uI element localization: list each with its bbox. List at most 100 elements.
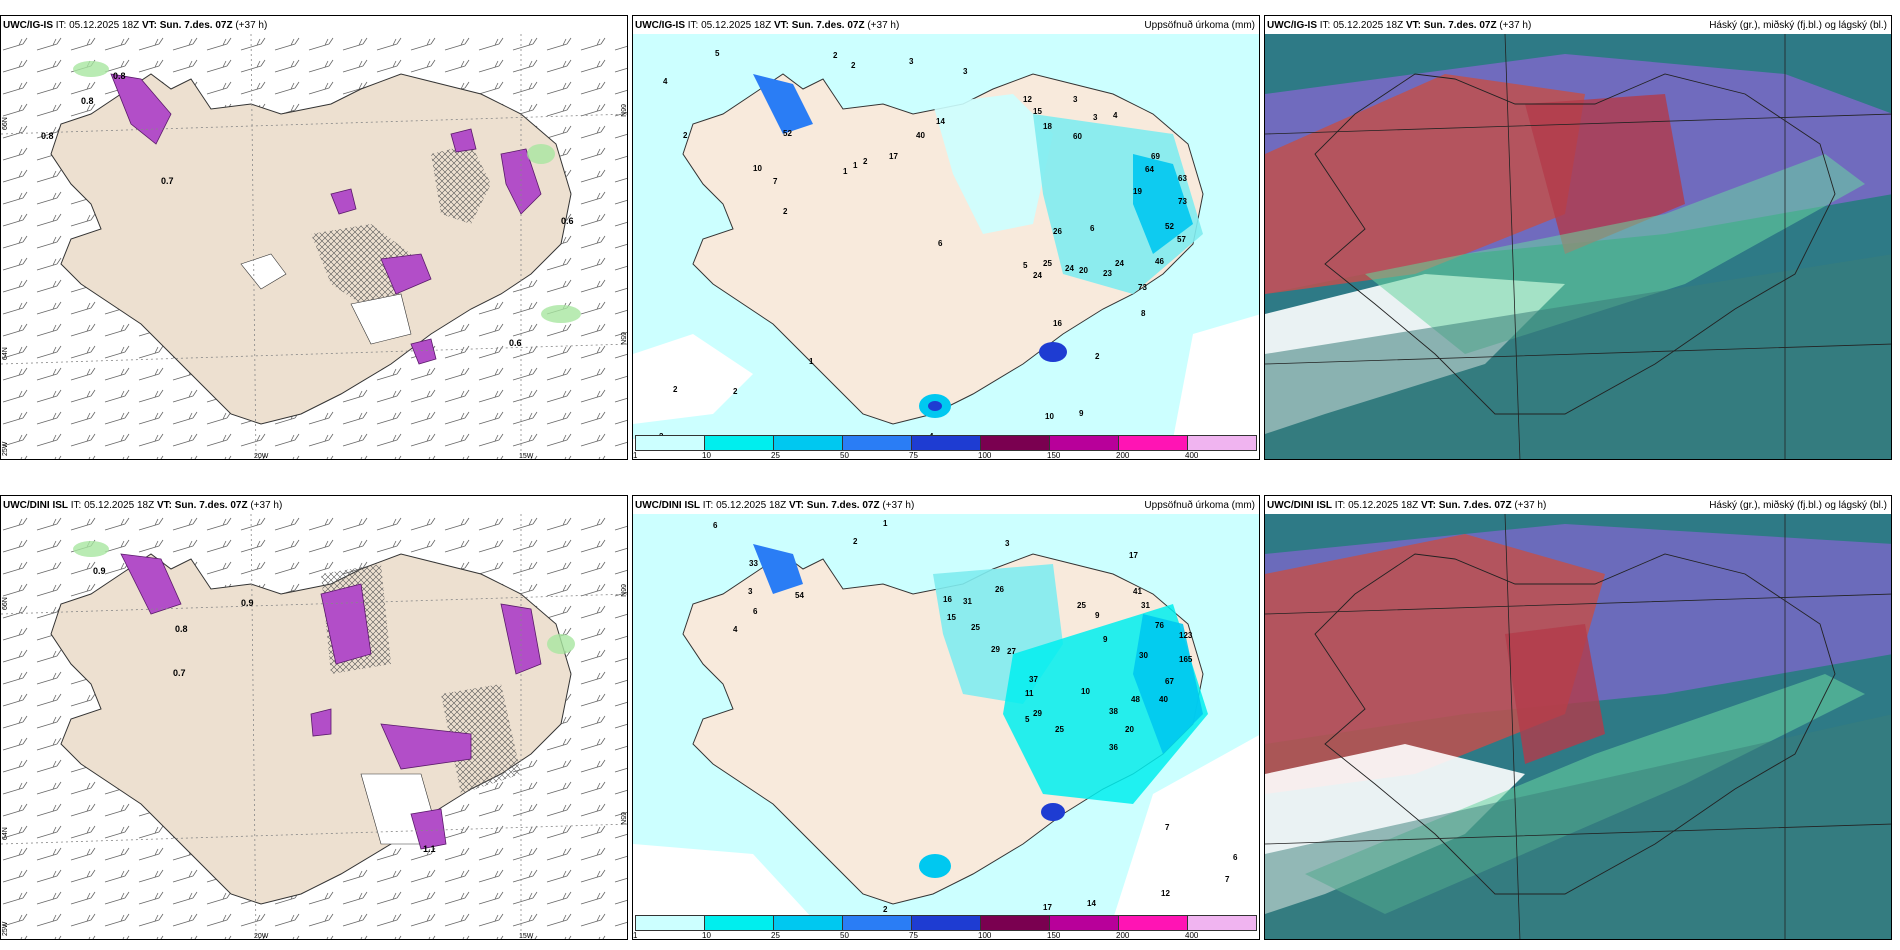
legend-swatch xyxy=(912,436,981,450)
panel-header: UWC/DINI ISL IT: 05.12.2025 18Z VT: Sun.… xyxy=(3,500,283,511)
lat-label: 25W xyxy=(2,921,9,936)
svg-text:40: 40 xyxy=(916,131,925,140)
svg-text:24: 24 xyxy=(1065,264,1074,273)
svg-text:9: 9 xyxy=(1095,611,1100,620)
snow-blob xyxy=(120,553,182,615)
high-cloud xyxy=(1265,74,1585,294)
svg-text:9: 9 xyxy=(1079,409,1084,418)
legend-swatch xyxy=(705,436,774,450)
legend-swatch xyxy=(843,436,912,450)
svg-text:46: 46 xyxy=(1155,257,1164,266)
svg-text:40: 40 xyxy=(1159,695,1168,704)
svg-text:41: 41 xyxy=(1133,587,1142,596)
legend-swatch xyxy=(981,436,1050,450)
legend-swatch xyxy=(981,916,1050,930)
svg-text:27: 27 xyxy=(1007,647,1016,656)
svg-text:52: 52 xyxy=(783,129,792,138)
snow-label: 0.9 xyxy=(93,566,106,576)
svg-text:29: 29 xyxy=(991,645,1000,654)
svg-text:14: 14 xyxy=(1087,899,1096,908)
panel-header: UWC/DINI ISL IT: 05.12.2025 18Z VT: Sun.… xyxy=(1267,500,1547,511)
svg-text:11: 11 xyxy=(1025,689,1034,698)
legend-swatch xyxy=(636,436,705,450)
svg-text:3: 3 xyxy=(1093,113,1098,122)
snow-blob xyxy=(380,253,432,295)
green-blob xyxy=(541,305,581,323)
svg-text:24: 24 xyxy=(1033,271,1042,280)
svg-text:7: 7 xyxy=(773,177,778,186)
snow-blob xyxy=(310,708,332,737)
svg-text:2: 2 xyxy=(851,61,856,70)
svg-text:7: 7 xyxy=(1225,875,1230,884)
svg-text:60: 60 xyxy=(1073,132,1082,141)
precip-map: 5 2 2 3 4 2 3 12 3 3 4 52 10 7 2 1 2 17 … xyxy=(633,34,1259,439)
panel-snow-wind-bottom: UWC/DINI ISL IT: 05.12.2025 18Z VT: Sun.… xyxy=(0,495,628,940)
svg-text:64: 64 xyxy=(1145,165,1154,174)
panel-title: Háský (gr.), miðský (fj.bl.) og lágský (… xyxy=(1709,20,1887,31)
svg-text:123: 123 xyxy=(1179,631,1193,640)
svg-text:5: 5 xyxy=(715,49,720,58)
lon-label: 15W xyxy=(519,453,534,460)
legend-swatch xyxy=(774,916,843,930)
legend-swatch xyxy=(1119,916,1188,930)
legend-swatch xyxy=(843,916,912,930)
legend-swatch xyxy=(912,916,981,930)
snow-blob xyxy=(110,73,172,145)
svg-text:17: 17 xyxy=(1129,551,1138,560)
precip-core xyxy=(1041,803,1065,821)
grid-lines xyxy=(1265,514,1891,939)
snow-label: 0.9 xyxy=(241,598,254,608)
svg-text:2: 2 xyxy=(883,905,888,914)
svg-text:2: 2 xyxy=(863,157,868,166)
precip-area xyxy=(919,854,951,878)
precip-legend xyxy=(635,915,1257,931)
precip-area xyxy=(1133,614,1203,754)
dry-area xyxy=(633,334,753,424)
high-cloud xyxy=(1525,94,1685,254)
svg-text:1: 1 xyxy=(843,167,848,176)
precip-core xyxy=(928,401,942,411)
svg-text:6: 6 xyxy=(713,521,718,530)
lat-label: 64N xyxy=(2,827,9,840)
legend-swatch xyxy=(1188,916,1256,930)
panel-header: UWC/IG-IS IT: 05.12.2025 18Z VT: Sun. 7.… xyxy=(635,20,900,31)
svg-text:73: 73 xyxy=(1138,283,1147,292)
svg-text:2: 2 xyxy=(783,207,788,216)
svg-text:16: 16 xyxy=(1053,319,1062,328)
svg-text:23: 23 xyxy=(1103,269,1112,278)
svg-text:3: 3 xyxy=(1073,95,1078,104)
svg-text:30: 30 xyxy=(1139,651,1148,660)
dry-area xyxy=(1113,735,1259,919)
svg-text:48: 48 xyxy=(1131,695,1140,704)
svg-text:10: 10 xyxy=(1045,412,1054,421)
svg-text:37: 37 xyxy=(1029,675,1038,684)
lat-label: 66N xyxy=(619,584,626,597)
svg-text:25: 25 xyxy=(1055,725,1064,734)
svg-text:1: 1 xyxy=(883,519,888,528)
hatched-area xyxy=(441,684,521,794)
snow-label: 0.8 xyxy=(113,71,126,81)
svg-text:26: 26 xyxy=(995,585,1004,594)
svg-text:57: 57 xyxy=(1177,235,1186,244)
low-cloud xyxy=(1265,254,1891,459)
model-name: UWC/DINI ISL xyxy=(3,500,68,511)
panel-clouds-top: UWC/IG-IS IT: 05.12.2025 18Z VT: Sun. 7.… xyxy=(1264,15,1892,460)
snow-blob xyxy=(330,188,357,215)
svg-text:1: 1 xyxy=(853,161,858,170)
svg-text:52: 52 xyxy=(1165,222,1174,231)
snow-label: 0.7 xyxy=(161,176,174,186)
precip-area xyxy=(1133,154,1193,254)
svg-text:26: 26 xyxy=(1053,227,1062,236)
green-blob xyxy=(527,144,555,164)
legend-swatch xyxy=(1188,436,1256,450)
lat-label: 66N xyxy=(2,597,9,610)
panel-title: Uppsöfnuð úrkoma (mm) xyxy=(1144,500,1255,511)
svg-text:19: 19 xyxy=(1133,187,1142,196)
svg-text:4: 4 xyxy=(733,625,738,634)
svg-text:17: 17 xyxy=(1043,903,1052,912)
lat-label: 65N xyxy=(619,332,626,345)
precip-legend xyxy=(635,435,1257,451)
svg-text:1: 1 xyxy=(809,357,814,366)
svg-text:12: 12 xyxy=(1161,889,1170,898)
svg-text:15: 15 xyxy=(1033,107,1042,116)
